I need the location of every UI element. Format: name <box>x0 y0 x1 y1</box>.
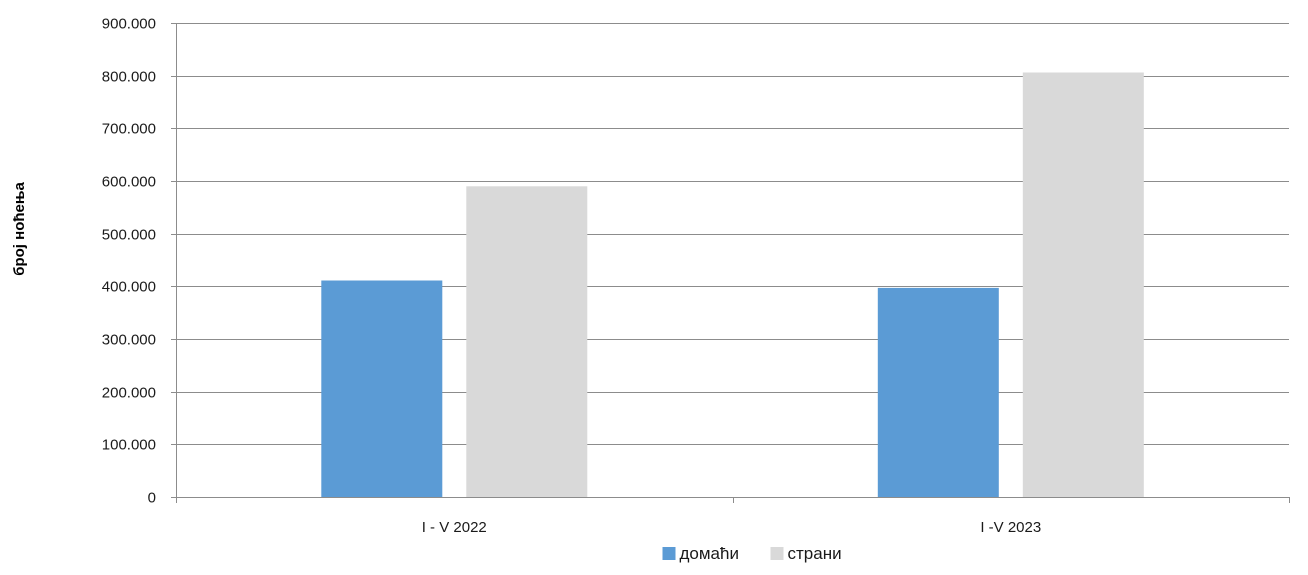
legend-label: домаћи <box>680 544 739 563</box>
y-tick-label: 100.000 <box>102 437 156 454</box>
legend-label: страни <box>788 544 842 563</box>
y-tick-label: 500.000 <box>102 227 156 244</box>
legend-swatch <box>770 547 784 560</box>
y-tick-labels: 0 100.000 200.000 300.000 400.000 500.000 600.… <box>102 16 156 507</box>
y-tick-label: 600.000 <box>102 174 156 191</box>
y-tick-label: 300.000 <box>102 332 156 349</box>
axes <box>171 23 1290 503</box>
x-category-labels: I - V 2022 I -V 2023 <box>422 519 1041 536</box>
bar-1-1 <box>1022 72 1144 497</box>
bar-0-1 <box>466 186 588 498</box>
y-tick-label: 200.000 <box>102 385 156 402</box>
x-category-label: I -V 2023 <box>980 519 1041 536</box>
bars <box>321 72 1144 498</box>
y-tick-label: 800.000 <box>102 69 156 86</box>
y-tick-label: 700.000 <box>102 121 156 138</box>
y-tick-label: 900.000 <box>102 16 156 33</box>
legend-swatch <box>662 547 676 560</box>
y-axis-title: број ноћења <box>11 182 28 276</box>
bar-0-0 <box>321 280 443 497</box>
bar-1-0 <box>877 287 999 497</box>
y-tick-label: 0 <box>148 490 156 507</box>
y-tick-label: 400.000 <box>102 279 156 296</box>
legend: домаћи страни <box>662 544 842 563</box>
x-category-label: I - V 2022 <box>422 519 487 536</box>
